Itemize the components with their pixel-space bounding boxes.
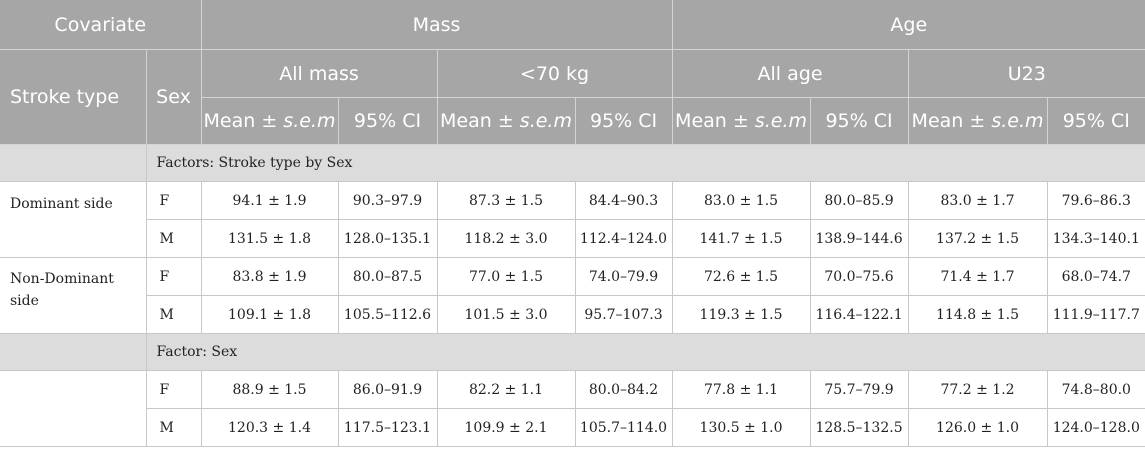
mean-sem-cell: 141.7 ± 1.5 bbox=[672, 219, 811, 258]
u23-header: U23 bbox=[908, 49, 1145, 98]
ci-cell: 128.0–135.1 bbox=[338, 219, 438, 258]
ci-header: 95% CI bbox=[575, 97, 673, 145]
section-spacer bbox=[0, 144, 147, 182]
ci-cell: 80.0–87.5 bbox=[338, 257, 438, 296]
ci-cell: 74.0–79.9 bbox=[575, 257, 673, 296]
section-row: Factors: Stroke type by Sex bbox=[0, 144, 1145, 182]
ci-cell: 84.4–90.3 bbox=[575, 181, 673, 220]
mean-sem-header: Mean ± s.e.m bbox=[437, 97, 576, 145]
ci-cell: 138.9–144.6 bbox=[810, 219, 909, 258]
mean-sem-cell: 87.3 ± 1.5 bbox=[437, 181, 576, 220]
sex-cell: F bbox=[146, 181, 202, 220]
mean-sem-cell: 83.0 ± 1.5 bbox=[672, 181, 811, 220]
ci-header: 95% CI bbox=[810, 97, 909, 145]
sex-header: Sex bbox=[146, 49, 202, 145]
mean-sem-cell: 77.0 ± 1.5 bbox=[437, 257, 576, 296]
mass-header: Mass bbox=[201, 0, 673, 50]
mean-sem-cell: 77.8 ± 1.1 bbox=[672, 370, 811, 409]
stroke-type-cell: Non-Dominant side bbox=[0, 257, 147, 334]
sex-cell: M bbox=[146, 295, 202, 334]
ci-header: 95% CI bbox=[338, 97, 438, 145]
sem-italic: s.e.m bbox=[754, 110, 808, 132]
mean-sem-cell: 88.9 ± 1.5 bbox=[201, 370, 339, 409]
table-header: Covariate Mass Age Stroke type Sex All m… bbox=[0, 0, 1145, 145]
section-spacer bbox=[0, 333, 147, 371]
ci-cell: 105.7–114.0 bbox=[575, 408, 673, 447]
mean-sem-cell: 137.2 ± 1.5 bbox=[908, 219, 1048, 258]
ci-cell: 112.4–124.0 bbox=[575, 219, 673, 258]
stroke-type-header: Stroke type bbox=[0, 49, 147, 145]
ci-cell: 80.0–85.9 bbox=[810, 181, 909, 220]
under-70kg-header: <70 kg bbox=[437, 49, 673, 98]
sex-cell: M bbox=[146, 219, 202, 258]
ci-cell: 86.0–91.9 bbox=[338, 370, 438, 409]
mean-sem-cell: 109.1 ± 1.8 bbox=[201, 295, 339, 334]
mean-sem-cell: 119.3 ± 1.5 bbox=[672, 295, 811, 334]
covariate-header: Covariate bbox=[0, 0, 202, 50]
sex-cell: F bbox=[146, 257, 202, 296]
mean-sem-header: Mean ± s.e.m bbox=[672, 97, 811, 145]
ci-cell: 128.5–132.5 bbox=[810, 408, 909, 447]
ci-cell: 70.0–75.6 bbox=[810, 257, 909, 296]
table-row: Dominant side F 94.1 ± 1.9 90.3–97.9 87.3 ± … bbox=[0, 181, 1145, 258]
mean-sem-cell: 131.5 ± 1.8 bbox=[201, 219, 339, 258]
section-row: Factor: Sex bbox=[0, 333, 1145, 371]
table-row: F 88.9 ± 1.5 86.0–91.9 82.2 ± 1.1 80.0–84.2 7… bbox=[0, 370, 1145, 447]
sex-cell: F bbox=[146, 370, 202, 409]
age-header: Age bbox=[672, 0, 1145, 50]
table-row: M 131.5 ± 1.8 128.0–135.1 118.2 ± 3.0 112.4–… bbox=[0, 219, 1145, 258]
mean-sem-header: Mean ± s.e.m bbox=[908, 97, 1048, 145]
ci-cell: 95.7–107.3 bbox=[575, 295, 673, 334]
ci-cell: 74.8–80.0 bbox=[1047, 370, 1145, 409]
ci-cell: 111.9–117.7 bbox=[1047, 295, 1145, 334]
mean-sem-cell: 72.6 ± 1.5 bbox=[672, 257, 811, 296]
ci-cell: 90.3–97.9 bbox=[338, 181, 438, 220]
mean-sem-cell: 83.0 ± 1.7 bbox=[908, 181, 1048, 220]
mean-sem-cell: 114.8 ± 1.5 bbox=[908, 295, 1048, 334]
sem-italic: s.e.m bbox=[991, 110, 1044, 132]
mean-sem-cell: 71.4 ± 1.7 bbox=[908, 257, 1048, 296]
table-row: M 109.1 ± 1.8 105.5–112.6 101.5 ± 3.0 95.7–1… bbox=[0, 295, 1145, 334]
mean-sem-cell: 82.2 ± 1.1 bbox=[437, 370, 576, 409]
ci-header: 95% CI bbox=[1047, 97, 1145, 145]
table-body: Factors: Stroke type by Sex Dominant side… bbox=[0, 144, 1145, 447]
all-mass-header: All mass bbox=[201, 49, 438, 98]
mean-sem-cell: 83.8 ± 1.9 bbox=[201, 257, 339, 296]
ci-cell: 105.5–112.6 bbox=[338, 295, 438, 334]
sem-italic: s.e.m bbox=[519, 110, 572, 132]
ci-cell: 134.3–140.1 bbox=[1047, 219, 1145, 258]
all-age-header: All age bbox=[672, 49, 909, 98]
ci-cell: 124.0–128.0 bbox=[1047, 408, 1145, 447]
ci-cell: 68.0–74.7 bbox=[1047, 257, 1145, 296]
mean-sem-cell: 118.2 ± 3.0 bbox=[437, 219, 576, 258]
sex-cell: M bbox=[146, 408, 202, 447]
mean-sem-cell: 109.9 ± 2.1 bbox=[437, 408, 576, 447]
mean-sem-cell: 126.0 ± 1.0 bbox=[908, 408, 1048, 447]
section-title: Factor: Sex bbox=[146, 333, 1145, 371]
mean-sem-cell: 120.3 ± 1.4 bbox=[201, 408, 339, 447]
ci-cell: 79.6–86.3 bbox=[1047, 181, 1145, 220]
mean-sem-cell: 94.1 ± 1.9 bbox=[201, 181, 339, 220]
stroke-type-cell bbox=[0, 370, 147, 447]
ci-cell: 75.7–79.9 bbox=[810, 370, 909, 409]
mean-sem-cell: 101.5 ± 3.0 bbox=[437, 295, 576, 334]
mean-sem-cell: 130.5 ± 1.0 bbox=[672, 408, 811, 447]
ci-cell: 116.4–122.1 bbox=[810, 295, 909, 334]
table-row: Non-Dominant side F 83.8 ± 1.9 80.0–87.5 77.… bbox=[0, 257, 1145, 334]
ci-cell: 117.5–123.1 bbox=[338, 408, 438, 447]
mean-sem-header: Mean ± s.e.m bbox=[201, 97, 339, 145]
section-title: Factors: Stroke type by Sex bbox=[146, 144, 1145, 182]
stroke-type-cell: Dominant side bbox=[0, 181, 147, 258]
ci-cell: 80.0–84.2 bbox=[575, 370, 673, 409]
sem-italic: s.e.m bbox=[283, 110, 336, 132]
table-row: M 120.3 ± 1.4 117.5–123.1 109.9 ± 2.1 105.7–… bbox=[0, 408, 1145, 447]
mean-sem-cell: 77.2 ± 1.2 bbox=[908, 370, 1048, 409]
